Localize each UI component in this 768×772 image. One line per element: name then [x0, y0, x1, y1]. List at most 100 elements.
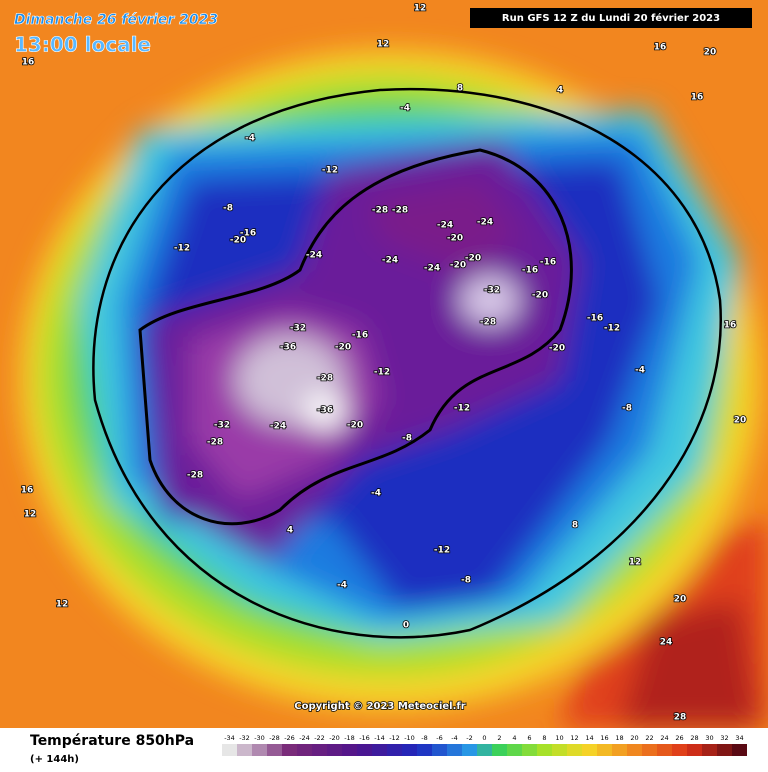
contour-label: -16 [352, 331, 368, 341]
scale-swatch [672, 744, 687, 756]
scale-label: 0 [482, 734, 486, 742]
scale-swatch [432, 744, 447, 756]
legend-title: Température 850hPa [30, 733, 194, 749]
scale-swatch [357, 744, 372, 756]
scale-label: -28 [269, 734, 280, 742]
contour [138, 148, 573, 526]
contour-label: -4 [371, 489, 381, 499]
scale-label: 8 [542, 734, 546, 742]
run-info: Run GFS 12 Z du Lundi 20 février 2023 [502, 12, 720, 24]
contour-label: -20 [347, 421, 363, 431]
contour-label: 16 [654, 43, 667, 53]
scale-swatch [717, 744, 732, 756]
contour-label: -12 [434, 546, 450, 556]
contour-label: -8 [402, 434, 412, 444]
contour-label: 20 [674, 595, 687, 605]
contour-label: 12 [414, 4, 427, 14]
contour-label: -28 [317, 374, 333, 384]
scale-swatch [252, 744, 267, 756]
scale-swatch [327, 744, 342, 756]
scale-swatch [492, 744, 507, 756]
scale-label: 34 [735, 734, 743, 742]
scale-swatch [522, 744, 537, 756]
contour-label: -32 [484, 286, 500, 296]
run-box [470, 8, 752, 28]
contour-label: -8 [223, 204, 233, 214]
contour-label: 16 [724, 321, 737, 331]
scale-label: 16 [600, 734, 608, 742]
scale-swatch [612, 744, 627, 756]
scale-swatch [642, 744, 657, 756]
scale-swatch [402, 744, 417, 756]
scale-swatch [537, 744, 552, 756]
scale-label: 12 [570, 734, 578, 742]
contour-label: 16 [22, 58, 35, 68]
contour-label: -20 [335, 343, 351, 353]
contour-label: -28 [480, 318, 496, 328]
scale-label: 22 [645, 734, 653, 742]
contour-label: -8 [461, 576, 471, 586]
scale-swatch [657, 744, 672, 756]
scale-label: 24 [660, 734, 668, 742]
scale-swatch [222, 744, 237, 756]
contour-label: 4 [287, 526, 293, 536]
contour-label: -16 [587, 314, 603, 324]
date: Dimanche 26 février 2023 [14, 12, 218, 28]
scale-label: 14 [585, 734, 593, 742]
scale-label: 30 [705, 734, 713, 742]
scale-label: -4 [451, 734, 457, 742]
scale-swatch [702, 744, 717, 756]
scale-label: -18 [344, 734, 355, 742]
scale-label: 6 [527, 734, 531, 742]
scale-label: -32 [239, 734, 250, 742]
contour-label: -32 [214, 421, 230, 431]
scale-swatch [447, 744, 462, 756]
contour-label: -20 [450, 261, 466, 271]
contour-label: 0 [403, 621, 409, 631]
local-time: 13:00 locale [14, 33, 151, 57]
scale-swatch [462, 744, 477, 756]
scale-label: 10 [555, 734, 563, 742]
scale-swatch [627, 744, 642, 756]
scale-swatch [567, 744, 582, 756]
contour-label: 20 [734, 416, 747, 426]
scale-label: -2 [466, 734, 472, 742]
scale-label: 18 [615, 734, 623, 742]
contour-label: 8 [572, 521, 578, 531]
contour-label: -4 [400, 104, 410, 114]
contour-label: -32 [290, 324, 306, 334]
contour-labels: -28 -28-24-20-24-24-24 -20-20-16-16-32-28-… [20, 3, 747, 724]
scale-label: -22 [314, 734, 325, 742]
contour-label: -20 [549, 344, 565, 354]
contour-label: 16 [691, 93, 704, 103]
contour-label: -28 [372, 206, 388, 216]
contour-label: 20 [704, 48, 717, 58]
contour-label: -12 [604, 324, 620, 334]
contour-label: -4 [635, 366, 645, 376]
contour-label: -8 [622, 404, 632, 414]
contour-label: -16 [540, 258, 556, 268]
copyright: Copyright © 2023 Meteociel.fr [294, 701, 465, 712]
scale-label: 20 [630, 734, 638, 742]
scale-label: -8 [421, 734, 427, 742]
scale-label: 4 [512, 734, 516, 742]
contour-label: 8 [457, 84, 463, 94]
contour-label: -20 [230, 236, 246, 246]
contour-label: -36 [280, 343, 296, 353]
contour-label: -24 [437, 221, 453, 231]
contour-label: 12 [629, 558, 642, 568]
scale-swatch [687, 744, 702, 756]
scale-swatch [372, 744, 387, 756]
contour-label: -12 [454, 404, 470, 414]
scale-swatch [282, 744, 297, 756]
contour-label: -4 [245, 134, 255, 144]
scale-label: 32 [720, 734, 728, 742]
contour-label: -16 [240, 229, 256, 239]
scale-label: -20 [329, 734, 340, 742]
scale-label: -14 [374, 734, 385, 742]
contour-label: -20 [465, 254, 481, 264]
scale-label: -26 [284, 734, 295, 742]
contour-label: -28 [392, 206, 408, 216]
